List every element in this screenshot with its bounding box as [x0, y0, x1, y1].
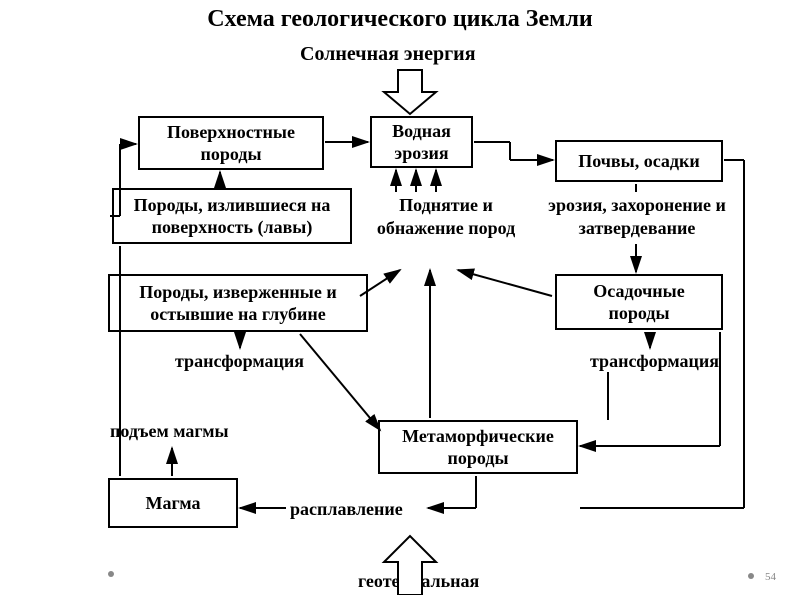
box-sedimentary: Осадочные породы	[555, 274, 723, 330]
box-lava: Породы, излившиеся на поверхность (лавы)	[112, 188, 352, 244]
diagram-title: Схема геологического цикла Земли	[120, 6, 680, 33]
box-deep-rocks: Породы, изверженные и остывшие на глубин…	[108, 274, 368, 332]
label-erosion-burial: эрозия, захоронение и затвердевание	[535, 194, 739, 239]
label-uplift: Поднятие и обнажение пород	[366, 194, 526, 239]
subtitle-solar-energy: Солнечная энергия	[300, 42, 476, 67]
box-soils: Почвы, осадки	[555, 140, 723, 182]
label-geothermal: геотермальная	[358, 570, 479, 593]
bullet-dot-left	[108, 571, 114, 577]
label-transform-left: трансформация	[175, 350, 304, 373]
arrow-solar-down	[384, 70, 436, 114]
box-magma: Магма	[108, 478, 238, 528]
box-surface-rocks: Поверхностные породы	[138, 116, 324, 170]
box-metamorphic: Метаморфические породы	[378, 420, 578, 474]
bullet-dot-right	[748, 573, 754, 579]
label-magma-rise: подъем магмы	[110, 420, 229, 443]
label-melting: расплавление	[290, 498, 403, 521]
label-transform-right: трансформация	[590, 350, 719, 373]
box-water-erosion: Водная эрозия	[370, 116, 473, 168]
page-number: 54	[765, 571, 776, 583]
